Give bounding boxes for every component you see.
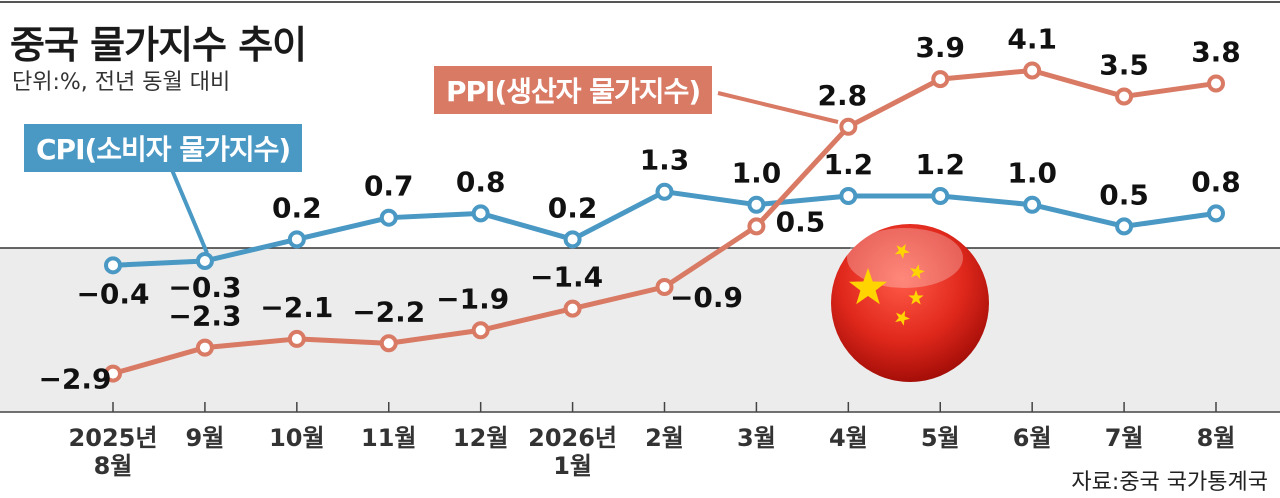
ppi-value-label: −1.4: [530, 261, 603, 294]
x-tick-label: 3월: [737, 424, 776, 452]
cpi-point: [104, 256, 122, 275]
cpi-series-label: CPI(소비자 물가지수): [24, 124, 303, 172]
ppi-point: [195, 338, 214, 357]
x-tick-label: 8월: [94, 452, 133, 480]
x-tick-label: 7월: [1105, 424, 1144, 452]
ppi-point: [1207, 74, 1225, 93]
cpi-point: [563, 230, 582, 249]
ppi-value-label: 3.8: [1191, 35, 1241, 68]
ppi-value-label: −0.9: [670, 281, 743, 314]
flag-ball-highlight: [847, 228, 963, 288]
x-tick-label: 9월: [186, 424, 225, 452]
cpi-value-label: 0.8: [1191, 165, 1241, 198]
cpi-point: [1207, 204, 1225, 223]
ppi-value-label: 2.8: [818, 79, 868, 112]
cpi-value-label: 1.2: [915, 148, 965, 181]
cpi-point: [931, 187, 950, 206]
x-tick-label: 1월: [553, 452, 592, 480]
ppi-point: [931, 70, 950, 89]
cpi-callout-leader: [170, 169, 209, 254]
ppi-value-label: 0.5: [776, 205, 826, 238]
ppi-value-label: 3.5: [1099, 48, 1149, 81]
source-note: 자료:중국 국가통계국: [1071, 470, 1268, 495]
ppi-point: [471, 321, 490, 340]
x-tick-label: 2025년: [69, 424, 158, 452]
china-flag-ball: [831, 224, 989, 382]
cpi-value-label: 0.2: [548, 191, 598, 224]
flag-big-star-icon: [849, 268, 887, 305]
cpi-point: [1023, 195, 1042, 214]
ppi-point: [104, 364, 122, 383]
flag-small-star-icon: [894, 244, 910, 259]
ppi-point: [1023, 61, 1042, 80]
ppi-point: [655, 277, 674, 296]
ppi-value-label: −2.1: [260, 291, 333, 324]
x-tick-label: 6월: [1013, 424, 1052, 452]
ppi-value-label: −2.3: [168, 300, 241, 333]
x-tick-label: 12월: [453, 424, 508, 452]
ppi-callout-leader: [717, 91, 839, 124]
cpi-value-label: 0.8: [456, 165, 506, 198]
ppi-value-label: −2.2: [352, 295, 425, 328]
cpi-value-label: −0.3: [168, 271, 241, 304]
cpi-value-label: 0.7: [364, 170, 414, 203]
ppi-point: [379, 334, 398, 353]
cpi-point: [839, 187, 858, 206]
cpi-point: [655, 182, 674, 201]
cpi-point: [195, 251, 214, 270]
cpi-point: [471, 204, 490, 223]
chart-subtitle: 단위:%, 전년 동월 대비: [12, 70, 231, 95]
x-tick-label: 8월: [1197, 424, 1236, 452]
ppi-series-label: PPI(생산자 물가지수): [434, 66, 713, 114]
cpi-value-label: −0.4: [76, 277, 149, 310]
ppi-point: [287, 329, 306, 348]
x-tick-label: 10월: [269, 424, 324, 452]
cpi-value-label: 1.3: [640, 144, 690, 177]
ppi-value-label: 4.1: [1007, 22, 1057, 55]
ppi-point: [563, 299, 582, 318]
cpi-point: [287, 230, 306, 249]
cpi-point: [1115, 217, 1134, 236]
flag-small-star-icon: [908, 290, 924, 305]
ppi-value-label: −1.9: [436, 282, 509, 315]
chart-title: 중국 물가지수 추이: [10, 23, 307, 67]
cpi-point: [747, 195, 766, 214]
cpi-point: [379, 208, 398, 227]
flag-small-star-icon: [895, 310, 910, 326]
ppi-value-label: −2.9: [38, 363, 111, 396]
ppi-point: [839, 117, 858, 136]
cpi-value-label: 1.0: [1007, 157, 1057, 190]
cpi-value-label: 1.2: [824, 148, 874, 181]
x-tick-label: 2월: [645, 424, 684, 452]
flag-small-star-icon: [910, 264, 925, 280]
ppi-point: [747, 217, 766, 236]
ppi-value-label: 3.9: [915, 31, 965, 64]
x-tick-label: 5월: [921, 424, 960, 452]
negative-zone: [0, 248, 1280, 412]
x-tick-label: 4월: [829, 424, 868, 452]
x-tick-label: 11월: [361, 424, 416, 452]
cpi-value-label: 0.5: [1099, 178, 1149, 211]
x-tick-label: 2026년: [528, 424, 617, 452]
ppi-point: [1115, 87, 1134, 106]
cpi-value-label: 1.0: [732, 157, 782, 190]
cpi-value-label: 0.2: [272, 191, 322, 224]
